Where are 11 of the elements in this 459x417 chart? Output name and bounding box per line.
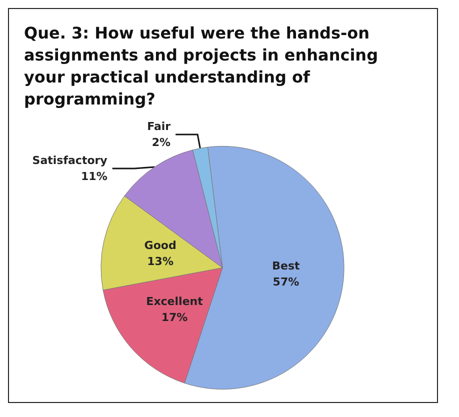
data-label: 11%	[81, 170, 108, 184]
slice-label: Fair	[147, 120, 172, 134]
data-label: 2%	[152, 136, 171, 150]
slice-label: Excellent	[146, 295, 203, 308]
slice-label: Good	[144, 239, 176, 252]
chart-title: Que. 3: How useful were the hands-on assignments and projects in enhancing your practical understanding of programming?	[24, 24, 384, 108]
data-label: 57%	[272, 275, 300, 288]
data-label: 17%	[161, 311, 188, 324]
data-label: 13%	[147, 255, 174, 268]
slice-label: Best	[272, 259, 300, 272]
slice-label: Satisfactory	[32, 154, 108, 168]
